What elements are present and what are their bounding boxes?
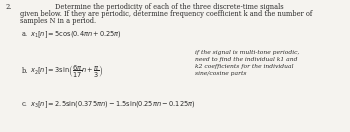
Text: samples N in a period.: samples N in a period. — [20, 17, 96, 25]
Text: 2.: 2. — [5, 3, 11, 11]
Text: Determine the periodicity of each of the three discrete-time signals: Determine the periodicity of each of the… — [55, 3, 284, 11]
Text: sine/cosine parts: sine/cosine parts — [195, 71, 246, 76]
Text: given below. If they are periodic, determine frequency coefficient k and the num: given below. If they are periodic, deter… — [20, 10, 312, 18]
Text: need to find the individual k1 and: need to find the individual k1 and — [195, 57, 298, 62]
Text: a.: a. — [22, 30, 28, 38]
Text: c.: c. — [22, 100, 28, 108]
Text: $x_2[n] = 3\sin\!\left(\dfrac{6\pi}{17}n + \dfrac{\pi}{3}\right)$: $x_2[n] = 3\sin\!\left(\dfrac{6\pi}{17}n… — [30, 64, 104, 80]
Text: b.: b. — [22, 67, 28, 75]
Text: $x_3[n] = 2.5\sin(0.375\pi n) - 1.5\sin(0.25\pi n - 0.125\pi)$: $x_3[n] = 2.5\sin(0.375\pi n) - 1.5\sin(… — [30, 100, 196, 110]
Text: if the signal is multi-tone periodic,: if the signal is multi-tone periodic, — [195, 50, 299, 55]
Text: $x_1[n] = 5\cos(0.4\pi n + 0.25\pi)$: $x_1[n] = 5\cos(0.4\pi n + 0.25\pi)$ — [30, 30, 122, 41]
Text: k2 coefficients for the individual: k2 coefficients for the individual — [195, 64, 294, 69]
